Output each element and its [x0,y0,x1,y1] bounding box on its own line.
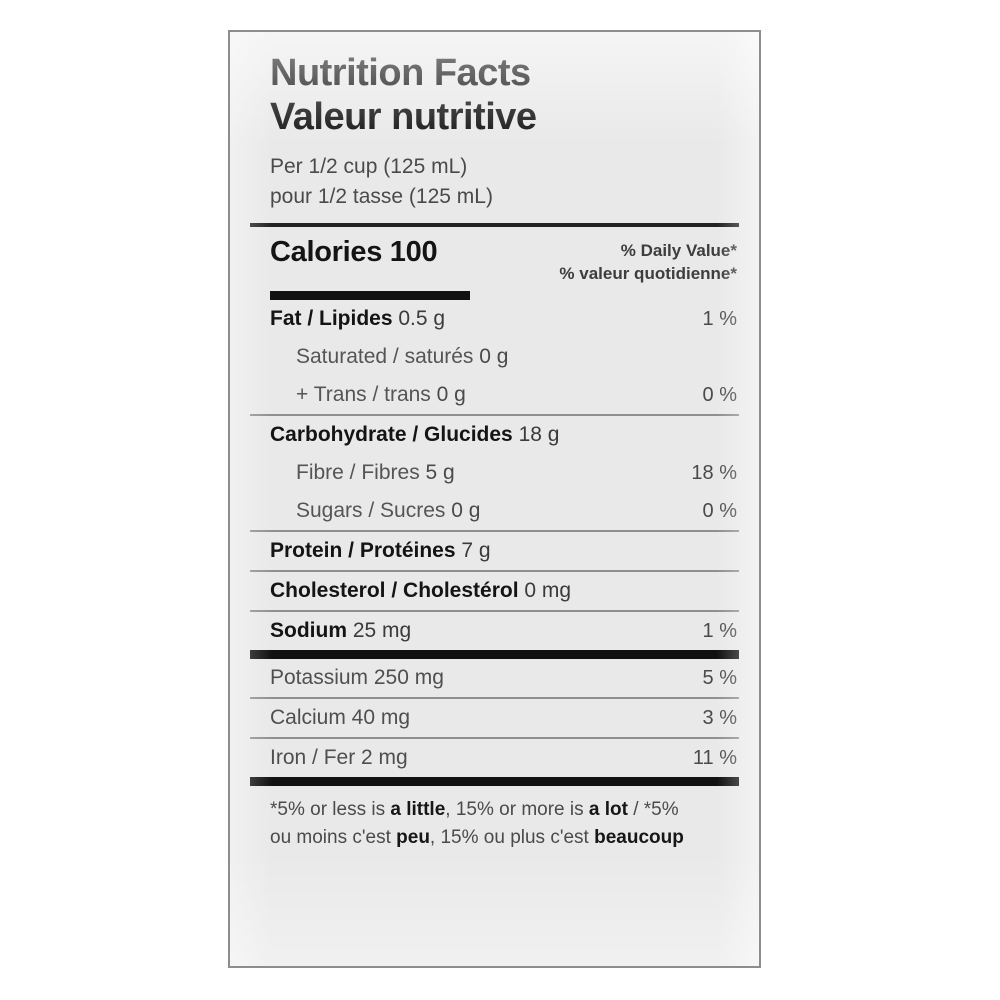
nutrient-row-carbohydrate: Carbohydrate / Glucides 18 g [250,416,739,454]
nutrient-label-saturated: Saturated / saturés 0 g [296,345,508,369]
nutrient-dv-sugars: 0 % [702,499,737,522]
nutrient-row-fibre: Fibre / Fibres 5 g 18 % [250,454,739,492]
divider-after-fat [250,413,739,416]
divider-after-cholesterol [250,609,739,612]
divider-above-calories [250,222,739,227]
nutrient-amount-cholesterol: 0 mg [524,578,572,602]
nutrient-name-trans: + Trans / trans [296,382,431,406]
footnote-text-5: plus c'est [510,827,595,849]
nutrient-name-sugars: Sugars / Sucres [296,498,446,522]
nutrient-dv-saturated-trans: 0 % [702,383,737,406]
footnote-emphasis-beaucoup: beaucoup [594,827,684,849]
divider-under-calories [270,290,470,300]
calories-label: Calories 100 [270,235,438,268]
serving-size: Per 1/2 cup (125 mL) pour 1/2 tasse (125… [270,152,739,213]
nutrient-row-calcium: Calcium 40 mg 3 % [250,699,739,737]
nutrient-dv-iron: 11 % [692,746,737,769]
divider-after-potassium [250,696,739,699]
footnote-emphasis-a-lot: a lot [588,798,628,820]
nutrient-amount-fibre: 5 g [425,460,455,484]
divider-after-sodium [250,649,739,659]
footnote-emphasis-a-little: a little [390,798,446,820]
nutrient-row-fat: Fat / Lipides 0.5 g 1 % [250,300,739,338]
footnote-text-4: , 15% ou [429,827,505,849]
nutrient-label-calcium: Calcium 40 mg [270,705,411,729]
footnote-text-2: , 15% or more is [445,798,584,820]
calories-row: Calories 100 % Daily Value* % valeur quo… [250,227,739,291]
page-title-english: Nutrition Facts [270,52,531,94]
nutrient-name-protein: Protein / Protéines [270,538,456,562]
nutrient-amount-saturated: 0 g [479,344,509,368]
nutrient-row-trans: + Trans / trans 0 g [250,376,703,414]
nutrient-row-saturated: Saturated / saturés 0 g [250,338,703,376]
nutrient-name-fibre: Fibre / Fibres [296,460,420,484]
nutrient-group-fat-subrows: Saturated / saturés 0 g + Trans / trans … [250,338,739,414]
divider-after-protein [250,569,739,572]
nutrient-name-sodium: Sodium [270,618,347,642]
nutrient-dv-sodium: 1 % [702,619,737,642]
daily-value-header: % Daily Value* % valeur quotidienne* [559,236,739,286]
footnote-text-1: *5% or less is [270,798,391,820]
nutrient-amount-sugars: 0 g [451,498,481,522]
nutrient-amount-fat: 0.5 g [398,306,446,330]
nutrient-amount-carbohydrate: 18 g [518,422,560,446]
daily-value-header-english: % Daily Value* [620,240,737,260]
footnote-text-3: / *5% ou moins c'est [270,798,679,849]
nutrient-name-fat: Fat / Lipides [270,306,393,330]
divider-after-calcium [250,736,739,739]
nutrient-name-carbohydrate: Carbohydrate / Glucides [270,422,513,446]
nutrient-amount-protein: 7 g [461,538,491,562]
nutrient-label-cholesterol: Cholesterol / Cholestérol 0 mg [270,579,571,603]
nutrient-label-sodium: Sodium 25 mg [270,619,411,643]
nutrient-amount-trans: 0 g [436,382,466,406]
nutrient-row-cholesterol: Cholesterol / Cholestérol 0 mg [250,572,739,610]
nutrient-name-cholesterol: Cholesterol / Cholestérol [270,578,519,602]
nutrient-dv-fat: 1 % [702,307,737,330]
page-title-french: Valeur nutritive [270,95,537,138]
nutrient-label-sugars: Sugars / Sucres 0 g [296,499,480,523]
nutrient-label-potassium: Potassium 250 mg [270,665,444,689]
nutrient-label-fat: Fat / Lipides 0.5 g [270,307,445,331]
divider-after-carbohydrate [250,529,739,532]
nutrient-label-fibre: Fibre / Fibres 5 g [296,461,455,485]
nutrient-label-protein: Protein / Protéines 7 g [270,539,491,563]
nutrient-dv-fibre: 18 % [691,461,737,484]
divider-above-footnote [250,776,739,786]
nutrient-dv-calcium: 3 % [702,706,737,729]
nutrient-row-sodium: Sodium 25 mg 1 % [250,612,739,650]
serving-size-french: pour 1/2 tasse (125 mL) [270,185,493,209]
daily-value-header-french: % valeur quotidienne* [559,263,737,283]
serving-size-english: Per 1/2 cup (125 mL) [270,154,468,178]
nutrient-label-carbohydrate: Carbohydrate / Glucides 18 g [270,423,559,447]
nutrient-label-iron: Iron / Fer 2 mg [270,745,408,769]
nutrient-row-protein: Protein / Protéines 7 g [250,532,739,570]
nutrient-row-sugars: Sugars / Sucres 0 g 0 % [250,492,739,530]
nutrition-facts-panel: Nutrition Facts Valeur nutritive Per 1/2… [228,30,761,968]
footnote-emphasis-peu: peu [396,827,430,849]
nutrient-label-trans: + Trans / trans 0 g [296,383,466,407]
nutrient-row-iron: Iron / Fer 2 mg 11 % [250,739,739,777]
nutrient-dv-potassium: 5 % [702,666,737,689]
nutrient-name-saturated: Saturated / saturés [296,344,474,368]
nutrient-row-potassium: Potassium 250 mg 5 % [250,659,739,697]
nutrient-amount-sodium: 25 mg [352,618,412,642]
footnote: *5% or less is a little, 15% or more is … [270,796,700,853]
